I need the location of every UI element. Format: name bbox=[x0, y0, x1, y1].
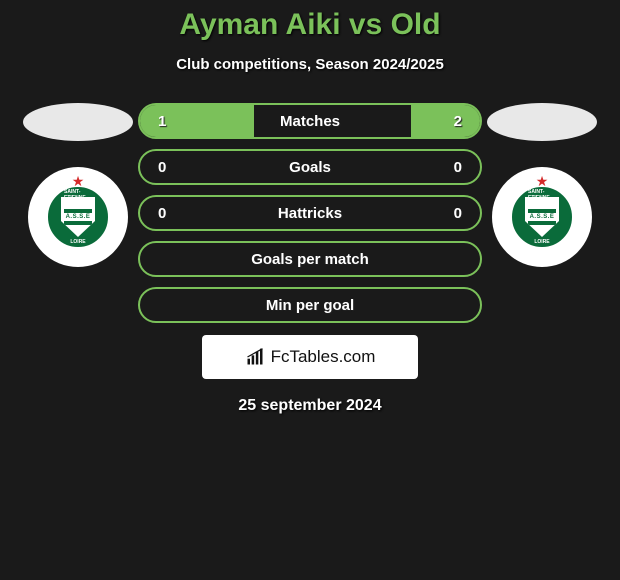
club-crest-left: ★ SAINT-ETIENNE A.S.S.E LOIRE bbox=[28, 167, 128, 267]
stat-label: Hattricks bbox=[140, 205, 480, 222]
crest-shield-text: A.S.S.E bbox=[530, 214, 555, 220]
crest-shield-text: A.S.S.E bbox=[66, 214, 91, 220]
page-subtitle: Club competitions, Season 2024/2025 bbox=[176, 56, 444, 73]
stat-label: Goals bbox=[140, 159, 480, 176]
stat-right-value: 2 bbox=[454, 113, 462, 130]
player-placeholder-left bbox=[23, 103, 133, 141]
stat-bar: 0Hattricks0 bbox=[138, 195, 482, 231]
page-title: Ayman Aiki vs Old bbox=[179, 8, 440, 42]
crest-ring-bottom: LOIRE bbox=[534, 239, 549, 245]
brand-badge: FcTables.com bbox=[202, 335, 418, 379]
stat-bar: Goals per match bbox=[138, 241, 482, 277]
left-column: ★ SAINT-ETIENNE A.S.S.E LOIRE bbox=[18, 103, 138, 267]
club-crest-right: ★ SAINT-ETIENNE A.S.S.E LOIRE bbox=[492, 167, 592, 267]
main-row: ★ SAINT-ETIENNE A.S.S.E LOIRE 1Matches2 0… bbox=[0, 103, 620, 323]
date-text: 25 september 2024 bbox=[238, 397, 381, 415]
root: Ayman Aiki vs Old Club competitions, Sea… bbox=[0, 0, 620, 415]
right-column: ★ SAINT-ETIENNE A.S.S.E LOIRE bbox=[482, 103, 602, 267]
stat-label: Min per goal bbox=[140, 297, 480, 314]
stat-right-value: 0 bbox=[454, 159, 462, 176]
stat-bar: 1Matches2 bbox=[138, 103, 482, 139]
stats-column: 1Matches20Goals00Hattricks0Goals per mat… bbox=[138, 103, 482, 323]
stat-label: Matches bbox=[140, 113, 480, 130]
brand-text: FcTables.com bbox=[271, 347, 376, 367]
stat-bar: 0Goals0 bbox=[138, 149, 482, 185]
stat-right-value: 0 bbox=[454, 205, 462, 222]
crest-ring-bottom: LOIRE bbox=[70, 239, 85, 245]
player-placeholder-right bbox=[487, 103, 597, 141]
stat-bar: Min per goal bbox=[138, 287, 482, 323]
stat-label: Goals per match bbox=[140, 251, 480, 268]
bar-chart-icon bbox=[245, 347, 265, 367]
